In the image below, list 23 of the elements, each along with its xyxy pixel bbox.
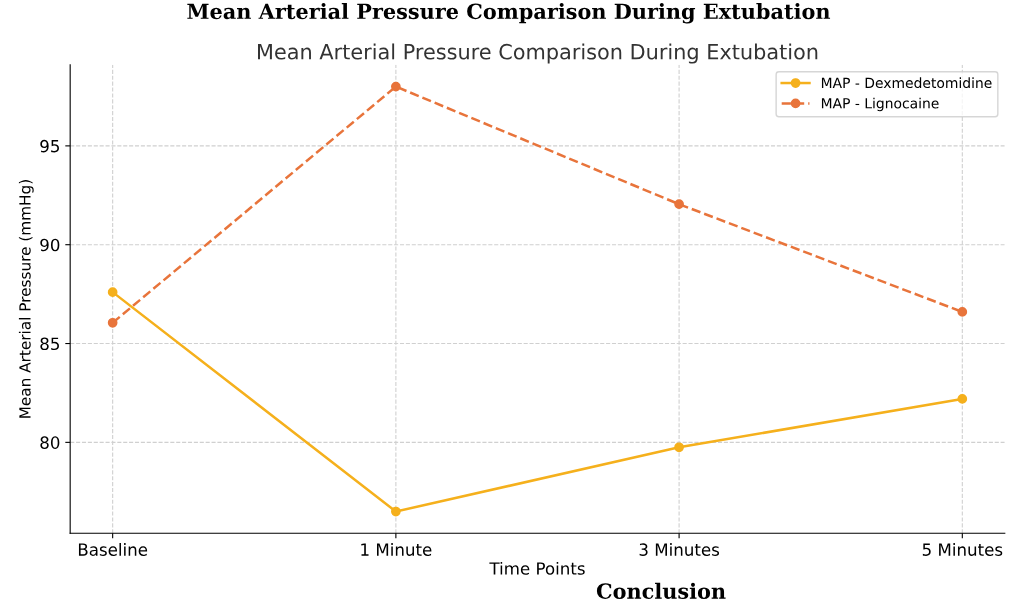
point [107,317,118,328]
y-tick-label: 85 [40,337,59,351]
legend-label: MAP - Dexmedetomidine [821,77,992,89]
point [391,506,401,517]
text: Conclusion [596,582,726,599]
point [674,442,684,453]
x-tick-label: Baseline [78,543,148,556]
x-tick-label: 1 Minute [361,543,432,556]
y-tick-label: 95 [40,139,59,153]
y-axis-title: Mean Arterial Pressure (mmHg) [18,180,34,418]
point [674,199,684,210]
x-tick-label: 3 Minutes [639,543,720,556]
point [957,307,968,317]
y-tick-label: 80 [40,436,60,449]
x-tick-label: 5 Minutes [922,543,1003,556]
x-axis-title: Time Points [489,561,585,575]
point [391,81,401,92]
point [107,287,118,298]
y-tick-label: 90 [40,238,60,252]
point [957,394,968,404]
chart-subtitle: Mean Arterial Pressure Comparison During Extubation [258,43,818,64]
legend-label: MAP - Lignocaine [821,97,939,112]
chart-title: Mean Arterial Pressure Comparison During Extubation [187,3,831,24]
